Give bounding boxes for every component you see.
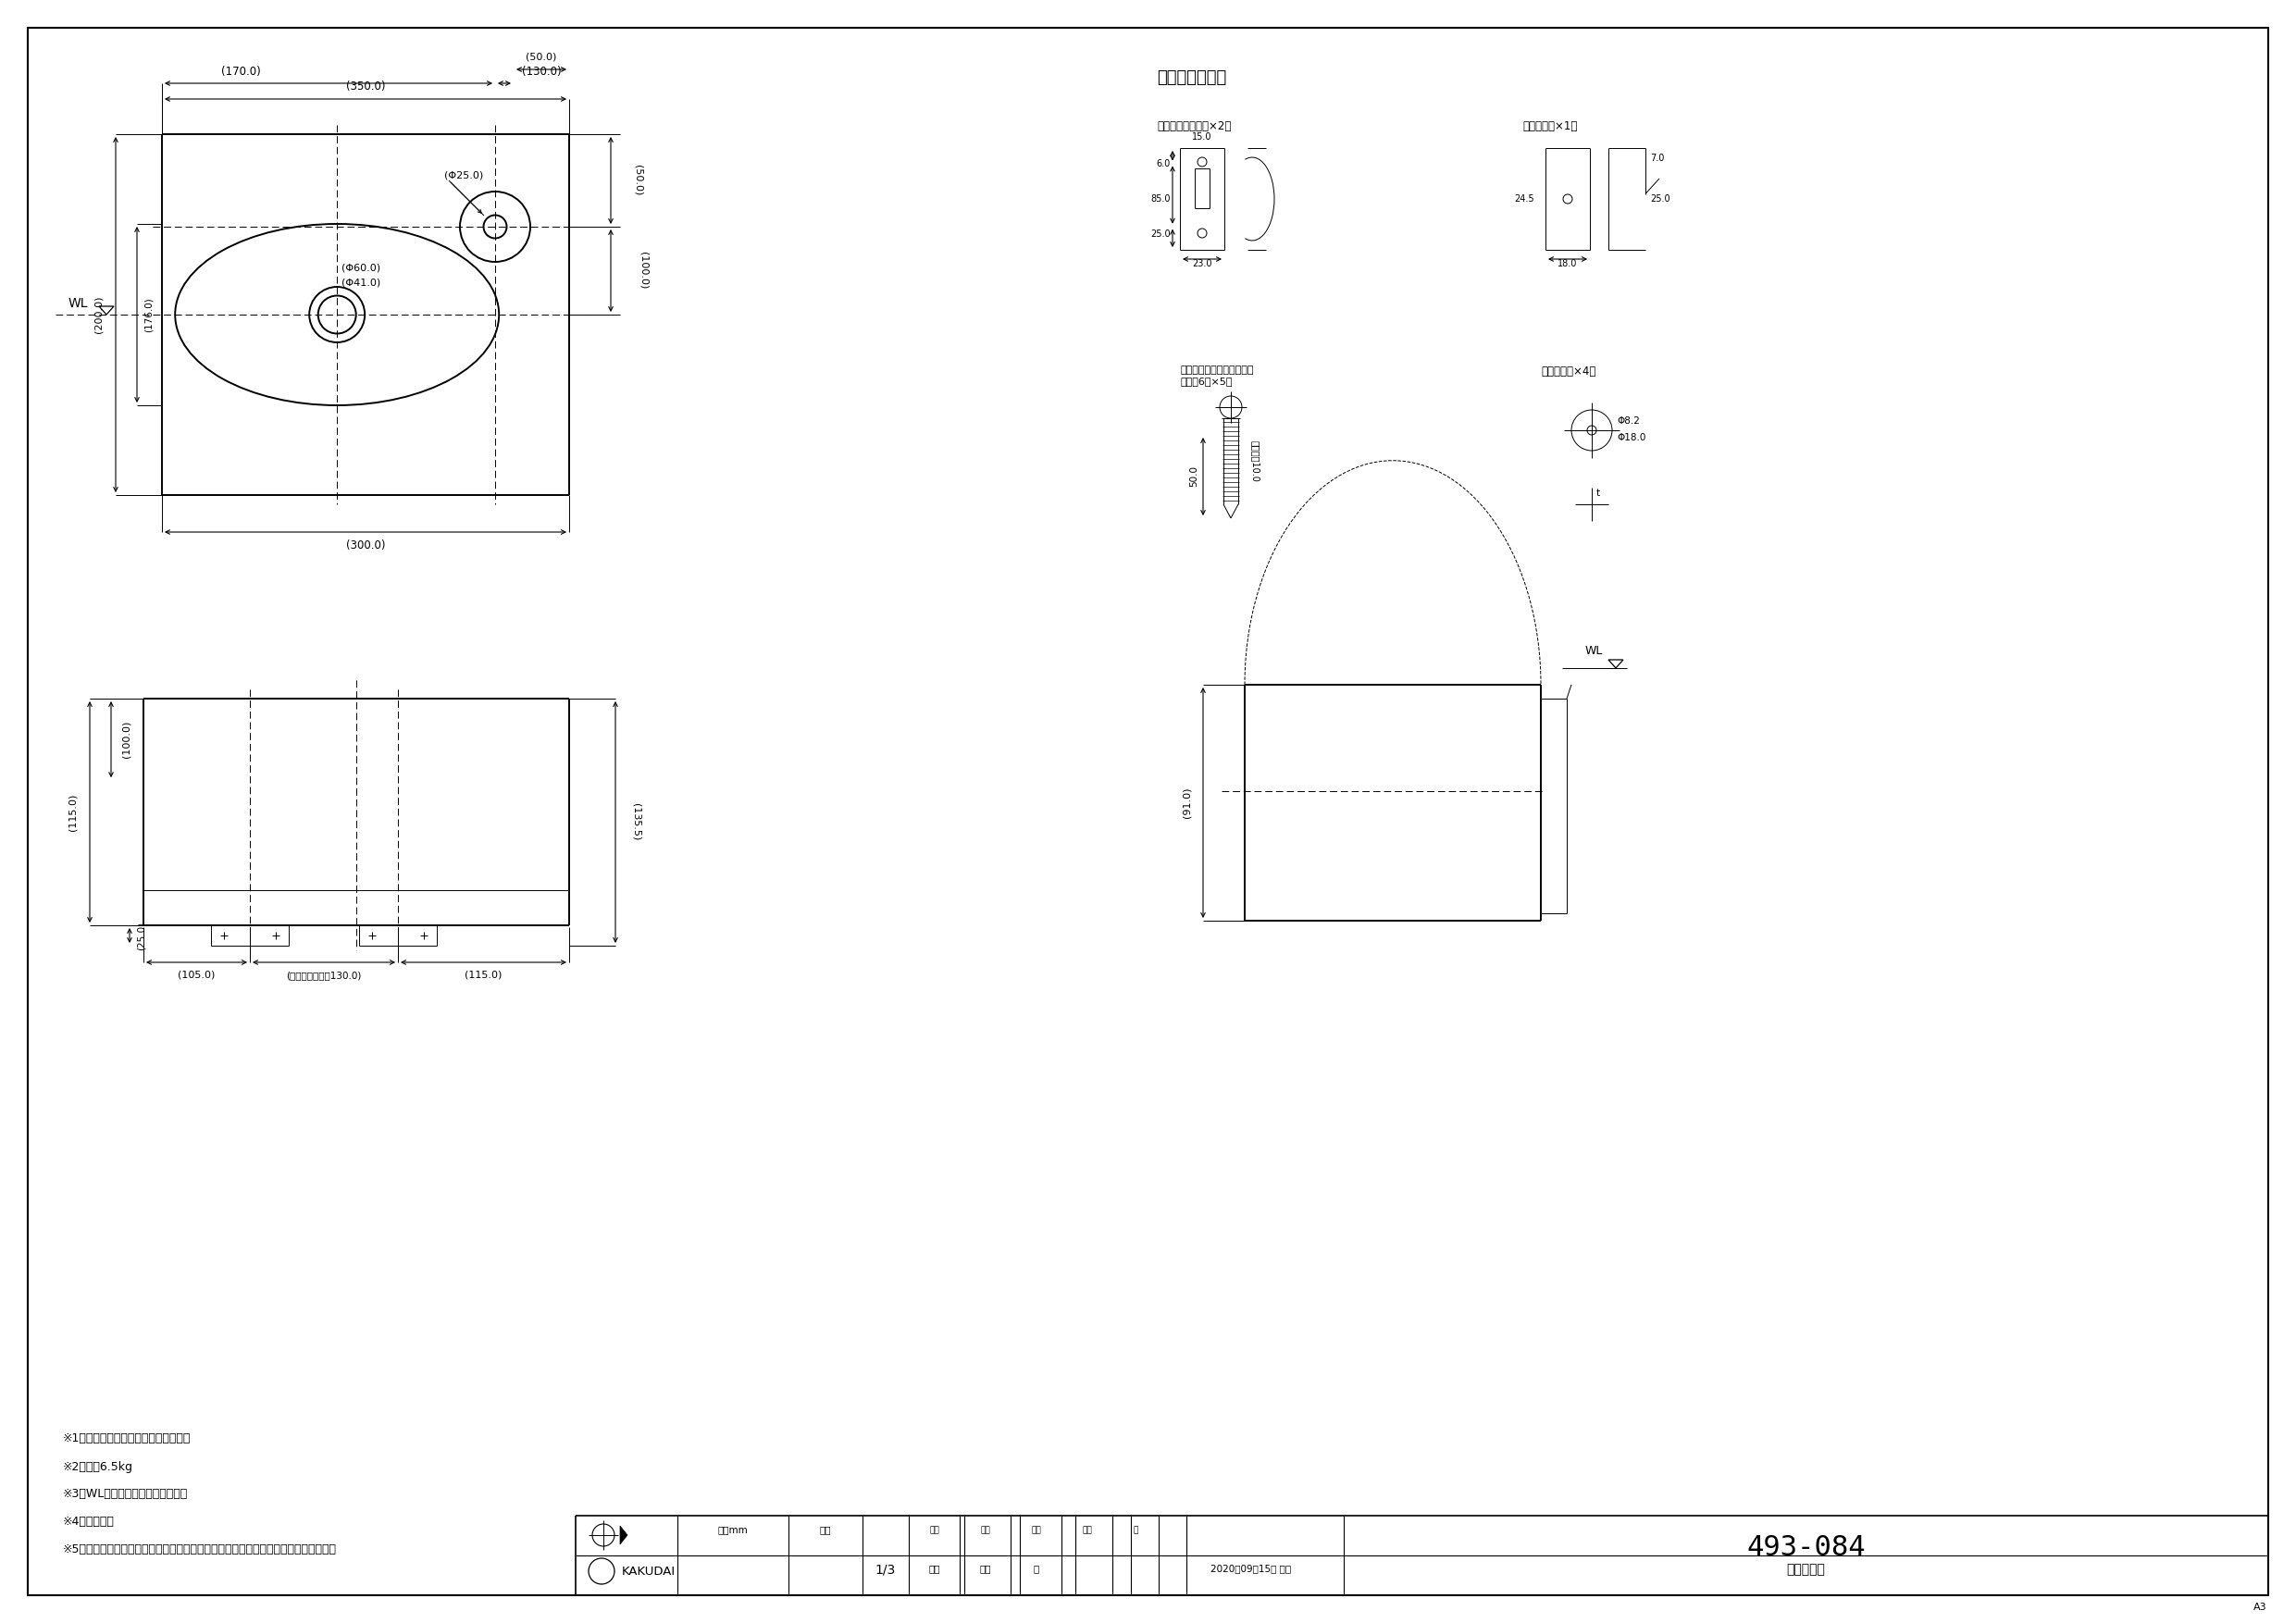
- Text: 製図: 製図: [930, 1526, 939, 1534]
- Text: 承認: 承認: [1031, 1526, 1040, 1534]
- Text: (Φ25.0): (Φ25.0): [443, 170, 482, 180]
- Text: 15.0: 15.0: [1192, 133, 1212, 141]
- Text: 取付金具セット: 取付金具セット: [1157, 70, 1226, 86]
- Text: 壁掛手洗器: 壁掛手洗器: [1786, 1563, 1825, 1576]
- Text: (100.0): (100.0): [638, 252, 647, 289]
- Text: 85.0: 85.0: [1150, 195, 1171, 203]
- Text: ※4　壁掛専用: ※4 壁掛専用: [62, 1516, 115, 1529]
- Text: 黒崎: 黒崎: [928, 1565, 939, 1573]
- Text: (300.0): (300.0): [347, 539, 386, 552]
- Text: 24.5: 24.5: [1515, 195, 1534, 203]
- Text: ※5　製品取付下地は、製品の使用に十分考えられる構造、材質を準備してください。: ※5 製品取付下地は、製品の使用に十分考えられる構造、材質を準備してください。: [62, 1543, 338, 1556]
- Text: Φ8.2: Φ8.2: [1616, 417, 1639, 425]
- Text: 493-084: 493-084: [1747, 1534, 1864, 1561]
- Text: (350.0): (350.0): [347, 81, 386, 93]
- Text: 7.0: 7.0: [1651, 154, 1665, 162]
- Text: (115.0): (115.0): [69, 794, 78, 831]
- Text: 山田: 山田: [980, 1565, 992, 1573]
- Text: 25.0: 25.0: [1651, 195, 1669, 203]
- Text: (50.0): (50.0): [634, 166, 643, 196]
- Text: 2020年09月15日 作成: 2020年09月15日 作成: [1210, 1565, 1290, 1573]
- Text: WL: WL: [69, 297, 87, 310]
- Text: t: t: [1596, 489, 1600, 498]
- Text: 尺度: 尺度: [820, 1526, 831, 1534]
- Text: 6.0: 6.0: [1157, 159, 1171, 167]
- Text: KAKUDAI: KAKUDAI: [622, 1565, 675, 1578]
- Polygon shape: [620, 1526, 627, 1545]
- Text: WL: WL: [1584, 644, 1603, 657]
- Text: (130.0): (130.0): [521, 65, 560, 78]
- Text: (50.0): (50.0): [526, 52, 558, 62]
- Text: (Φ60.0): (Φ60.0): [342, 263, 381, 273]
- Text: 単位mm: 単位mm: [719, 1526, 748, 1534]
- Text: (170.0): (170.0): [220, 65, 259, 78]
- Text: (100.0): (100.0): [122, 721, 131, 758]
- Text: 六角対辺10.0: 六角対辺10.0: [1251, 440, 1261, 482]
- Text: 1/3: 1/3: [875, 1563, 895, 1576]
- Text: (115.0): (115.0): [464, 971, 503, 980]
- Text: 止め金具（×1）: 止め金具（×1）: [1522, 120, 1577, 133]
- Text: (105.0): (105.0): [179, 971, 216, 980]
- Text: ※2　質量6.5kg: ※2 質量6.5kg: [62, 1461, 133, 1472]
- Text: 25.0: 25.0: [1150, 230, 1171, 239]
- Text: 番: 番: [1132, 1526, 1139, 1534]
- Text: A3: A3: [2255, 1602, 2268, 1612]
- Text: 検図: 検図: [980, 1526, 990, 1534]
- Text: (135.5): (135.5): [631, 803, 641, 841]
- Text: ※3　WL面にあてて施工すること。: ※3 WL面にあてて施工すること。: [62, 1488, 188, 1500]
- Text: 六角フランジタッピンネじ
呼び囶6（×5）: 六角フランジタッピンネじ 呼び囶6（×5）: [1180, 365, 1254, 386]
- Text: 18.0: 18.0: [1557, 260, 1577, 268]
- Text: (91.0): (91.0): [1182, 787, 1192, 818]
- Text: (Φ41.0): (Φ41.0): [342, 278, 381, 287]
- Text: ※1　（　）内峸法は参考峸法である。: ※1 （ ）内峸法は参考峸法である。: [62, 1433, 191, 1444]
- Text: バックハンガー（×2）: バックハンガー（×2）: [1157, 120, 1231, 133]
- Text: (25.0): (25.0): [138, 922, 147, 949]
- Text: 承認: 承認: [1081, 1526, 1093, 1534]
- Text: (ビス取付ピッチ130.0): (ビス取付ピッチ130.0): [287, 971, 360, 980]
- Text: (200.0): (200.0): [94, 295, 103, 333]
- Text: Φ18.0: Φ18.0: [1616, 433, 1646, 443]
- Text: 50.0: 50.0: [1189, 466, 1199, 487]
- Text: ワッシャ（×4）: ワッシャ（×4）: [1541, 365, 1596, 378]
- Text: 祝: 祝: [1033, 1565, 1038, 1573]
- Text: (176.0): (176.0): [145, 297, 154, 333]
- Text: 23.0: 23.0: [1192, 260, 1212, 268]
